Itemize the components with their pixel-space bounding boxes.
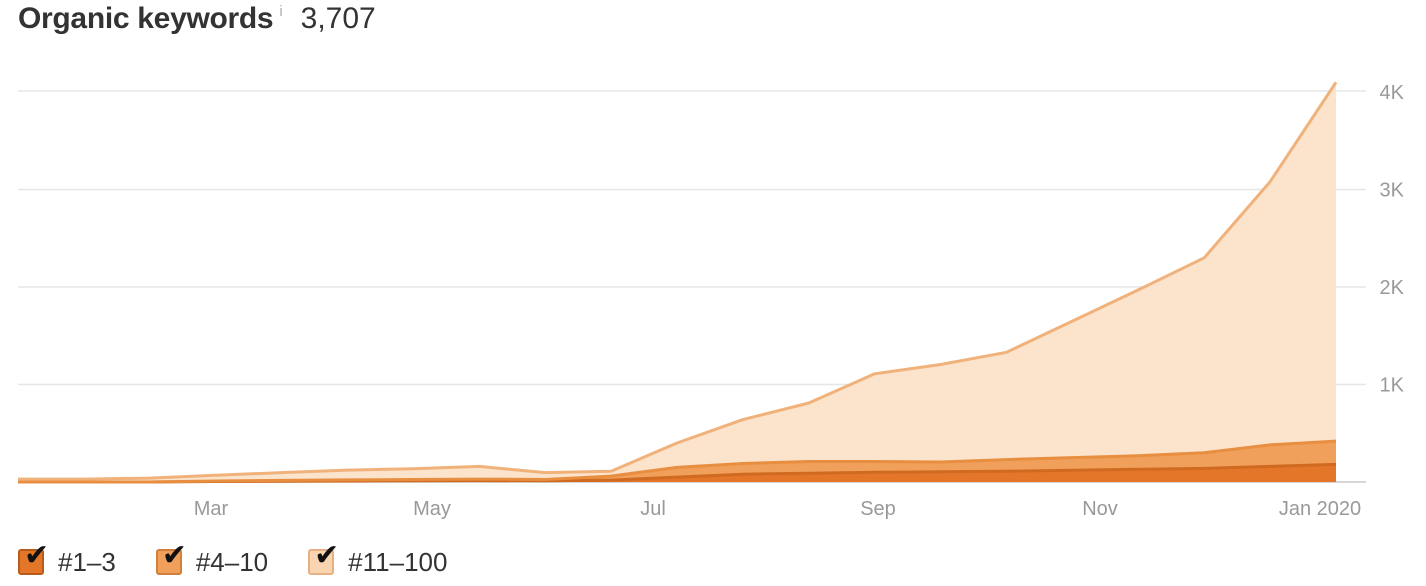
x-tick-label: Jan 2020 [1279, 498, 1361, 520]
series-line-2 [18, 439, 1337, 484]
y-axis: 1K 2K 3K 4K [1380, 82, 1405, 397]
x-tick-label: May [413, 498, 451, 520]
series-line-3 [18, 81, 1338, 481]
x-tick-label: Nov [1082, 498, 1118, 520]
x-tick-label: Jul [640, 498, 666, 520]
checkmark-icon: ✔ [161, 538, 187, 573]
legend-label: #4–10 [195, 546, 269, 577]
info-icon[interactable]: i [279, 3, 283, 20]
y-tick-label: 4K [1380, 82, 1405, 104]
checkbox-11-100[interactable]: ✔ [308, 541, 339, 575]
legend-label: #1–3 [58, 546, 116, 577]
series-area-2 [18, 441, 1336, 482]
y-tick-label: 2K [1380, 277, 1405, 299]
legend-label: #11–100 [348, 546, 448, 577]
organic-keywords-chart: Mar May Jul Sep Nov Jan 2020 1K 2K 3K 4K [18, 81, 1405, 520]
x-tick-label: Mar [194, 498, 229, 520]
y-tick-label: 3K [1380, 180, 1405, 202]
series-area-1 [18, 464, 1336, 482]
x-axis: Mar May Jul Sep Nov Jan 2020 [194, 498, 1361, 520]
checkbox-1-3[interactable]: ✔ [18, 541, 49, 575]
chart-header: Organic keywords i 3,707 [18, 2, 376, 46]
legend-item-11-100[interactable]: ✔ #11–100 [308, 541, 448, 578]
legend-item-1-3[interactable]: ✔ #1–3 [18, 541, 116, 578]
total-count: 3,707 [300, 2, 376, 35]
y-tick-label: 1K [1380, 375, 1405, 397]
series-area-3 [18, 82, 1336, 483]
checkbox-4-10[interactable]: ✔ [155, 541, 187, 575]
series-areas [18, 82, 1336, 483]
legend-item-4-10[interactable]: ✔ #4–10 [155, 541, 269, 578]
chart-title: Organic keywords [18, 2, 274, 35]
x-tick-label: Sep [860, 498, 896, 520]
checkmark-icon: ✔ [24, 538, 50, 573]
legend: ✔ #1–3 ✔ #4–10 ✔ #11–100 [18, 541, 487, 580]
series-lines [18, 81, 1338, 484]
checkmark-icon: ✔ [314, 538, 340, 573]
